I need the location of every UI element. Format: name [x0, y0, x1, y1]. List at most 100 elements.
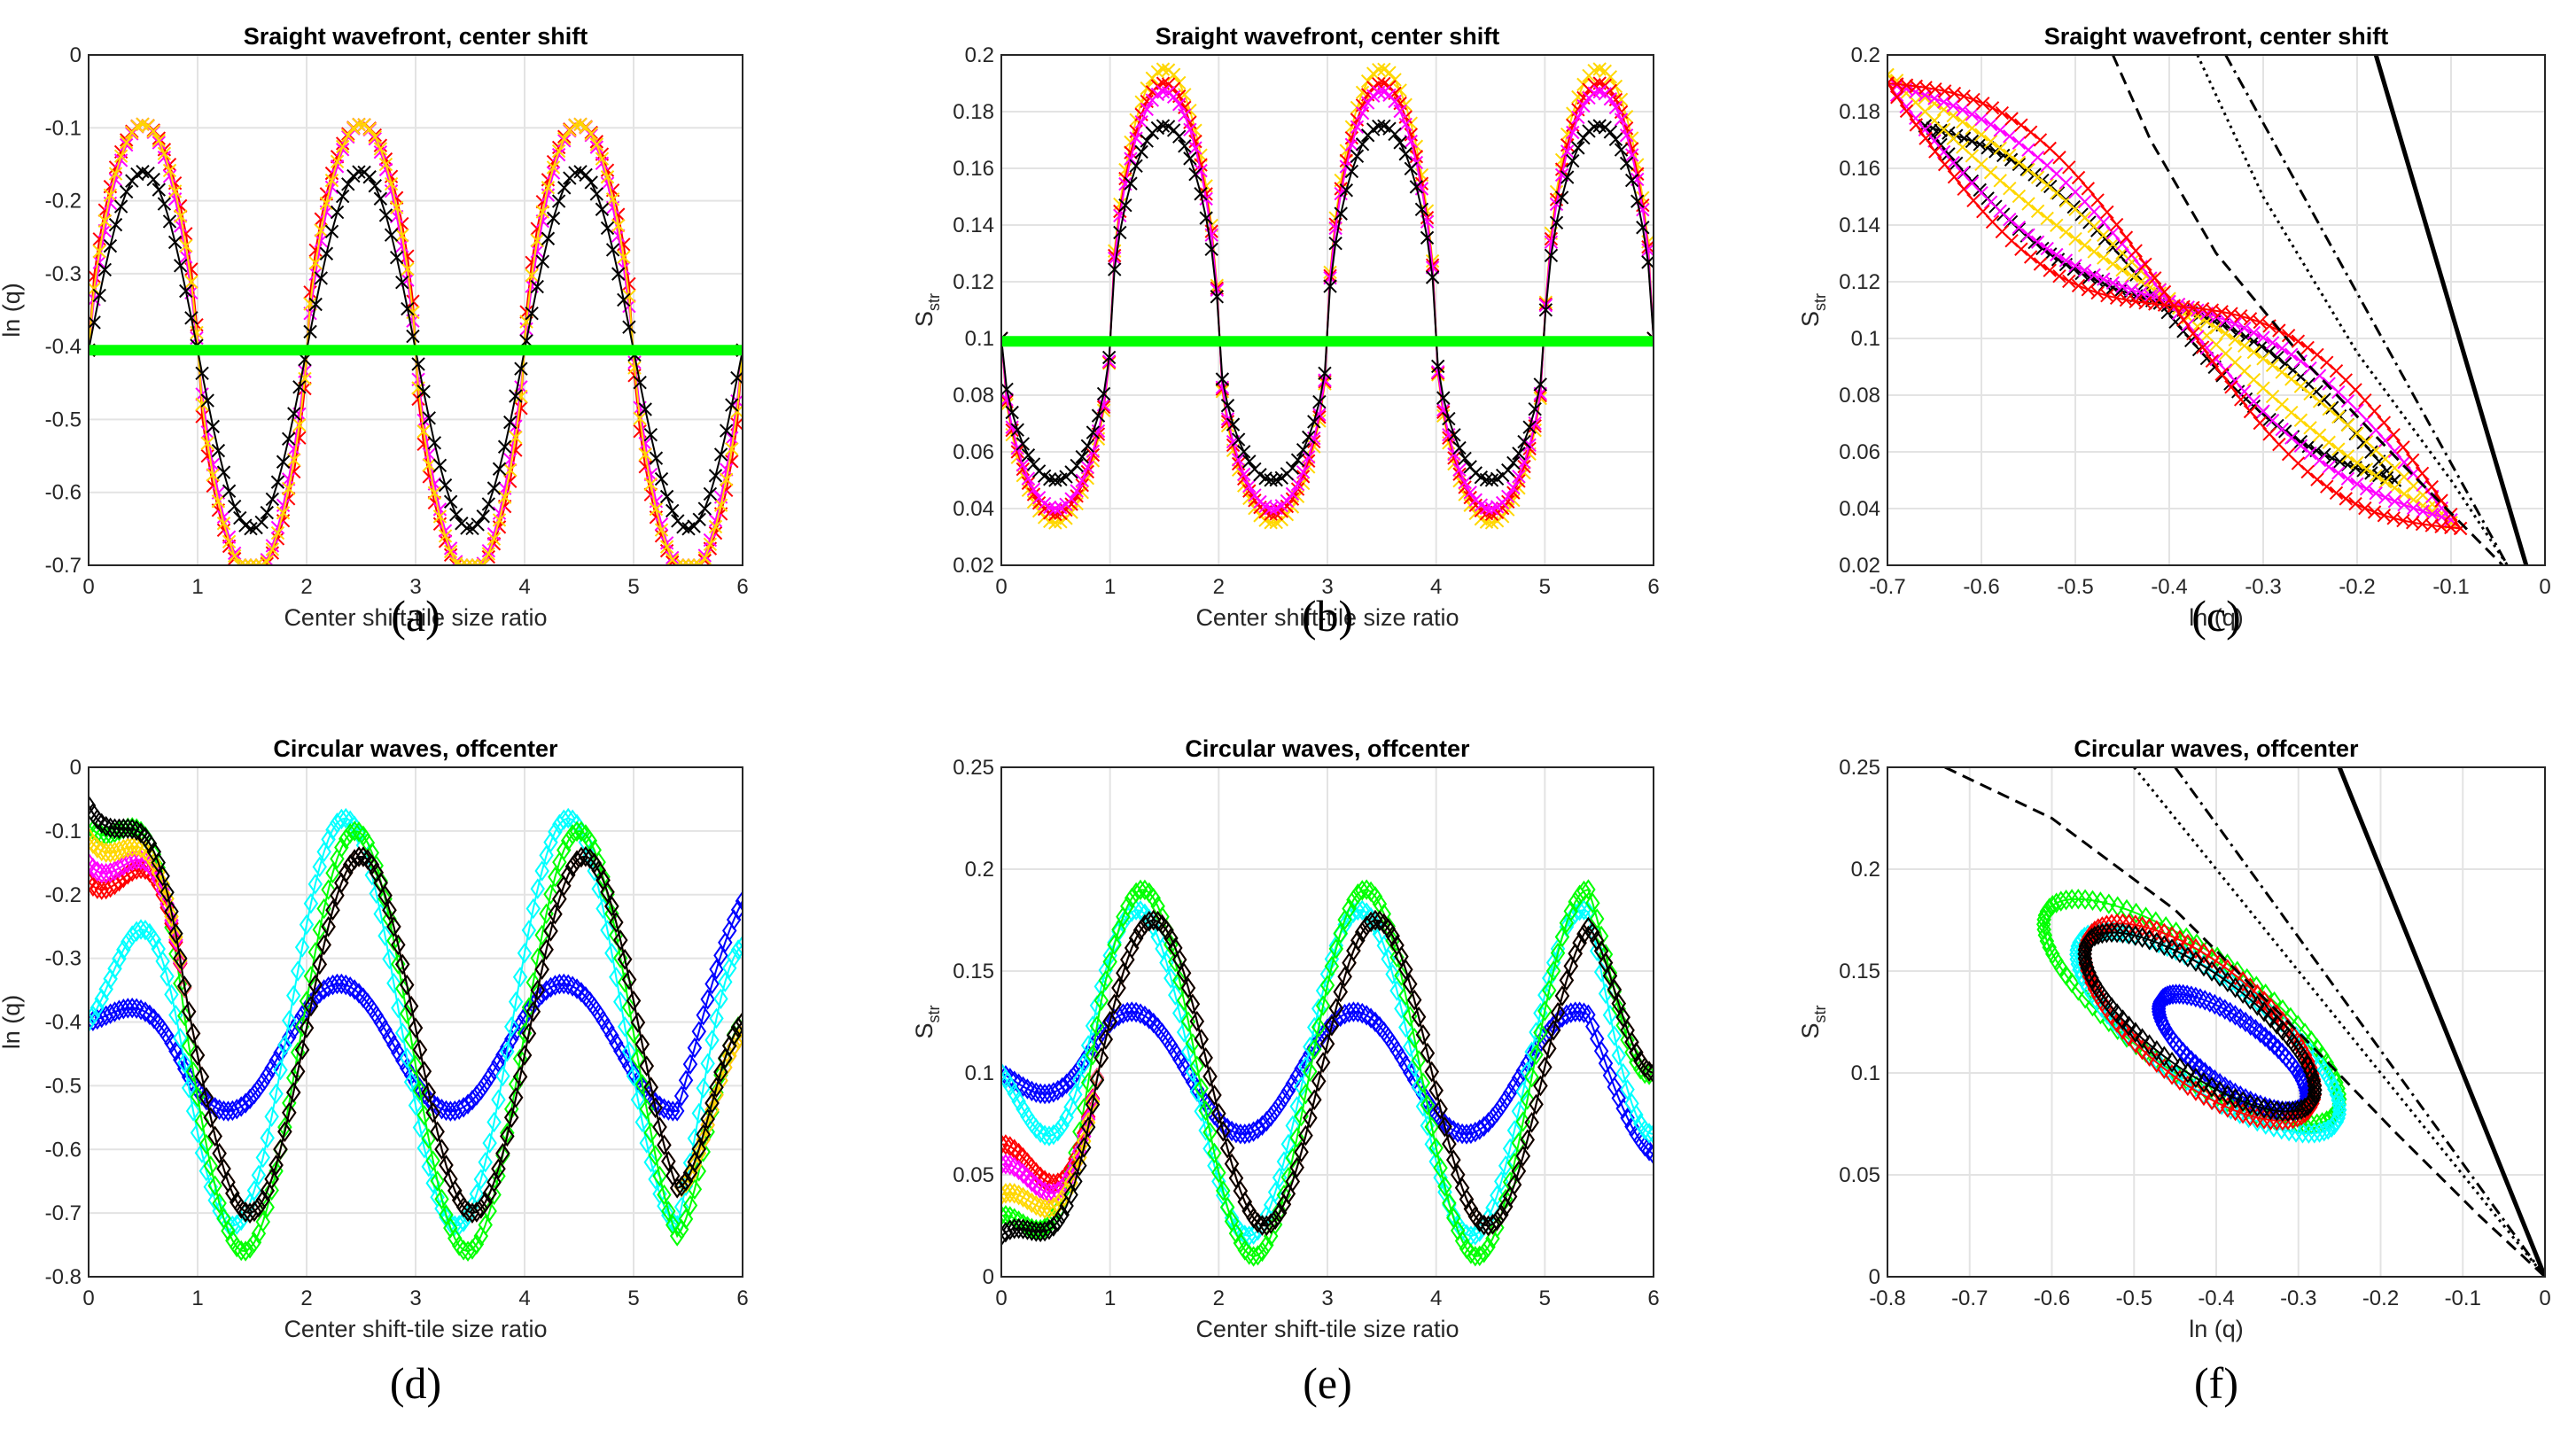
data-point: [1515, 1060, 1531, 1082]
data-point: [621, 968, 637, 991]
data-point: [613, 991, 628, 1013]
data-point: [1207, 1084, 1222, 1106]
x-tick-label: 0: [2539, 575, 2550, 599]
data-point: [164, 901, 179, 922]
data-point: [725, 442, 739, 456]
data-point: [2293, 434, 2308, 449]
data-point: [1965, 134, 1980, 149]
data-point: [1337, 966, 1352, 988]
data-point: [2320, 479, 2334, 494]
data-point: [1344, 137, 1359, 152]
data-point: [1140, 134, 1154, 148]
data-point: [1529, 1093, 1544, 1115]
x-tick-label: -0.3: [2280, 1286, 2316, 1310]
y-axis-label: Sstr: [1797, 1005, 1829, 1038]
data-point: [1267, 1209, 1283, 1230]
data-point: [195, 366, 209, 381]
data-point: [1311, 1016, 1327, 1038]
data-point: [449, 508, 463, 522]
data-point: [673, 1176, 689, 1197]
data-point: [125, 174, 139, 188]
data-point: [1102, 1010, 1117, 1032]
data-point: [1554, 926, 1570, 948]
data-point: [609, 967, 624, 988]
data-point: [2129, 244, 2143, 258]
data-point: [1520, 1129, 1535, 1151]
data-point: [227, 548, 242, 564]
data-point: [2322, 460, 2336, 474]
data-point: [1255, 1115, 1270, 1137]
data-point: [1909, 85, 1923, 99]
data-point: [384, 176, 399, 191]
data-point: [1302, 450, 1316, 464]
data-point: [2224, 380, 2238, 394]
data-point: [308, 256, 323, 270]
data-point: [1472, 1245, 1487, 1267]
data-point: [1404, 134, 1418, 149]
data-point: [1077, 1137, 1092, 1158]
data-point: [260, 1064, 275, 1086]
data-point: [152, 133, 166, 148]
data-point: [2152, 993, 2167, 1014]
data-point: [443, 544, 458, 559]
data-point: [486, 1171, 502, 1193]
data-point: [1501, 462, 1515, 478]
data-point: [1046, 1123, 1062, 1146]
data-point: [534, 959, 549, 980]
data-point: [2285, 1108, 2300, 1130]
data-point: [112, 840, 127, 861]
data-point: [1947, 170, 1962, 184]
data-point: [227, 546, 242, 561]
data-point: [2339, 492, 2353, 506]
data-point: [2378, 490, 2393, 505]
series-3: [1887, 76, 2458, 527]
data-point: [497, 439, 512, 454]
data-point: [2278, 356, 2292, 371]
series-line: [2337, 767, 2545, 1277]
data-point: [2168, 983, 2183, 1005]
data-point: [1198, 1100, 1213, 1122]
data-point: [152, 183, 166, 197]
data-point: [2290, 1038, 2305, 1060]
data-point: [314, 223, 328, 237]
data-point: [1172, 129, 1187, 144]
data-point: [1481, 1236, 1496, 1258]
data-point: [146, 851, 162, 874]
data-point: [1406, 1027, 1422, 1049]
data-point: [1646, 1062, 1654, 1084]
data-point: [1237, 467, 1251, 482]
data-point: [1603, 125, 1618, 139]
data-point: [2014, 118, 2028, 132]
data-point: [1107, 934, 1122, 956]
data-point: [1472, 1211, 1487, 1232]
data-point: [425, 1150, 440, 1171]
data-point: [316, 934, 331, 956]
data-point: [2300, 1055, 2315, 1077]
y-tick-label: 0.2: [1851, 43, 1880, 67]
series-line: [89, 805, 743, 1215]
data-point: [2358, 501, 2372, 516]
data-point: [1983, 134, 1998, 149]
data-point: [595, 152, 610, 166]
data-point: [1909, 118, 1924, 132]
data-point: [617, 250, 631, 264]
chart-panel-3: -0.7 -0.6 -0.5 -0.4 -0.3 -0.2 -0.1 00.020.040.0…: [1797, 23, 2551, 641]
data-point: [1404, 161, 1418, 176]
data-point: [1630, 194, 1645, 208]
data-point: [1559, 969, 1575, 991]
data-point: [1363, 1007, 1379, 1029]
data-point: [233, 1240, 249, 1262]
data-point: [2121, 923, 2136, 945]
data-point: [1339, 153, 1353, 168]
data-point: [1189, 1055, 1205, 1077]
data-point: [2050, 247, 2064, 262]
data-point: [1108, 251, 1122, 266]
data-point: [1485, 1107, 1500, 1129]
data-point: [1001, 1185, 1009, 1206]
data-point: [1506, 455, 1521, 470]
data-point: [2284, 372, 2299, 386]
data-point: [1128, 928, 1144, 949]
data-point: [1183, 122, 1197, 137]
data-point: [611, 267, 626, 281]
data-point: [403, 1071, 419, 1092]
